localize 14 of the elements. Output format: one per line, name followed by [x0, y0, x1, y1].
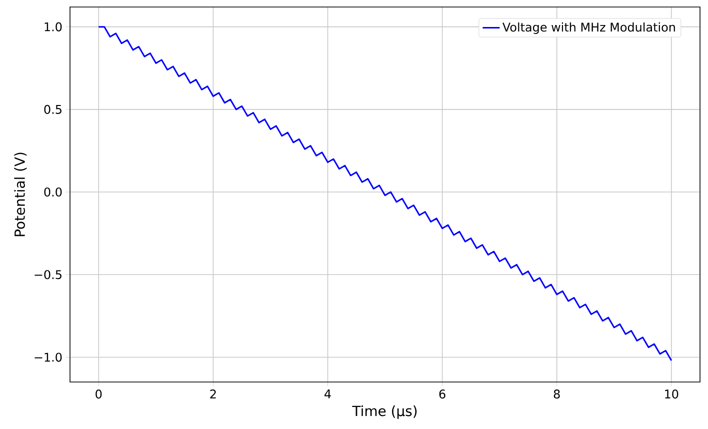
y-tick-label: −0.5 — [34, 270, 62, 280]
x-tick-label: 0 — [96, 390, 102, 399]
y-tick-label: −1.0 — [34, 352, 62, 362]
x-tick-label: 10 — [665, 390, 678, 399]
y-tick-label: 0.5 — [44, 104, 62, 114]
x-tick-label: 2 — [210, 390, 216, 398]
y-axis-title: Potential (V) — [14, 152, 27, 236]
legend-label: Voltage with MHz Modulation — [502, 22, 675, 34]
x-tick-label: 4 — [324, 390, 331, 398]
x-tick-label: 6 — [439, 390, 446, 399]
x-axis-title: Time (µs) — [352, 405, 417, 419]
y-tick-label: 1.0 — [44, 22, 62, 32]
x-tick-label: 8 — [554, 390, 560, 399]
y-tick-label: 0.0 — [44, 187, 62, 197]
